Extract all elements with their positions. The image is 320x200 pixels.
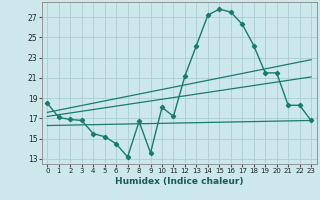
X-axis label: Humidex (Indice chaleur): Humidex (Indice chaleur) [115, 177, 244, 186]
